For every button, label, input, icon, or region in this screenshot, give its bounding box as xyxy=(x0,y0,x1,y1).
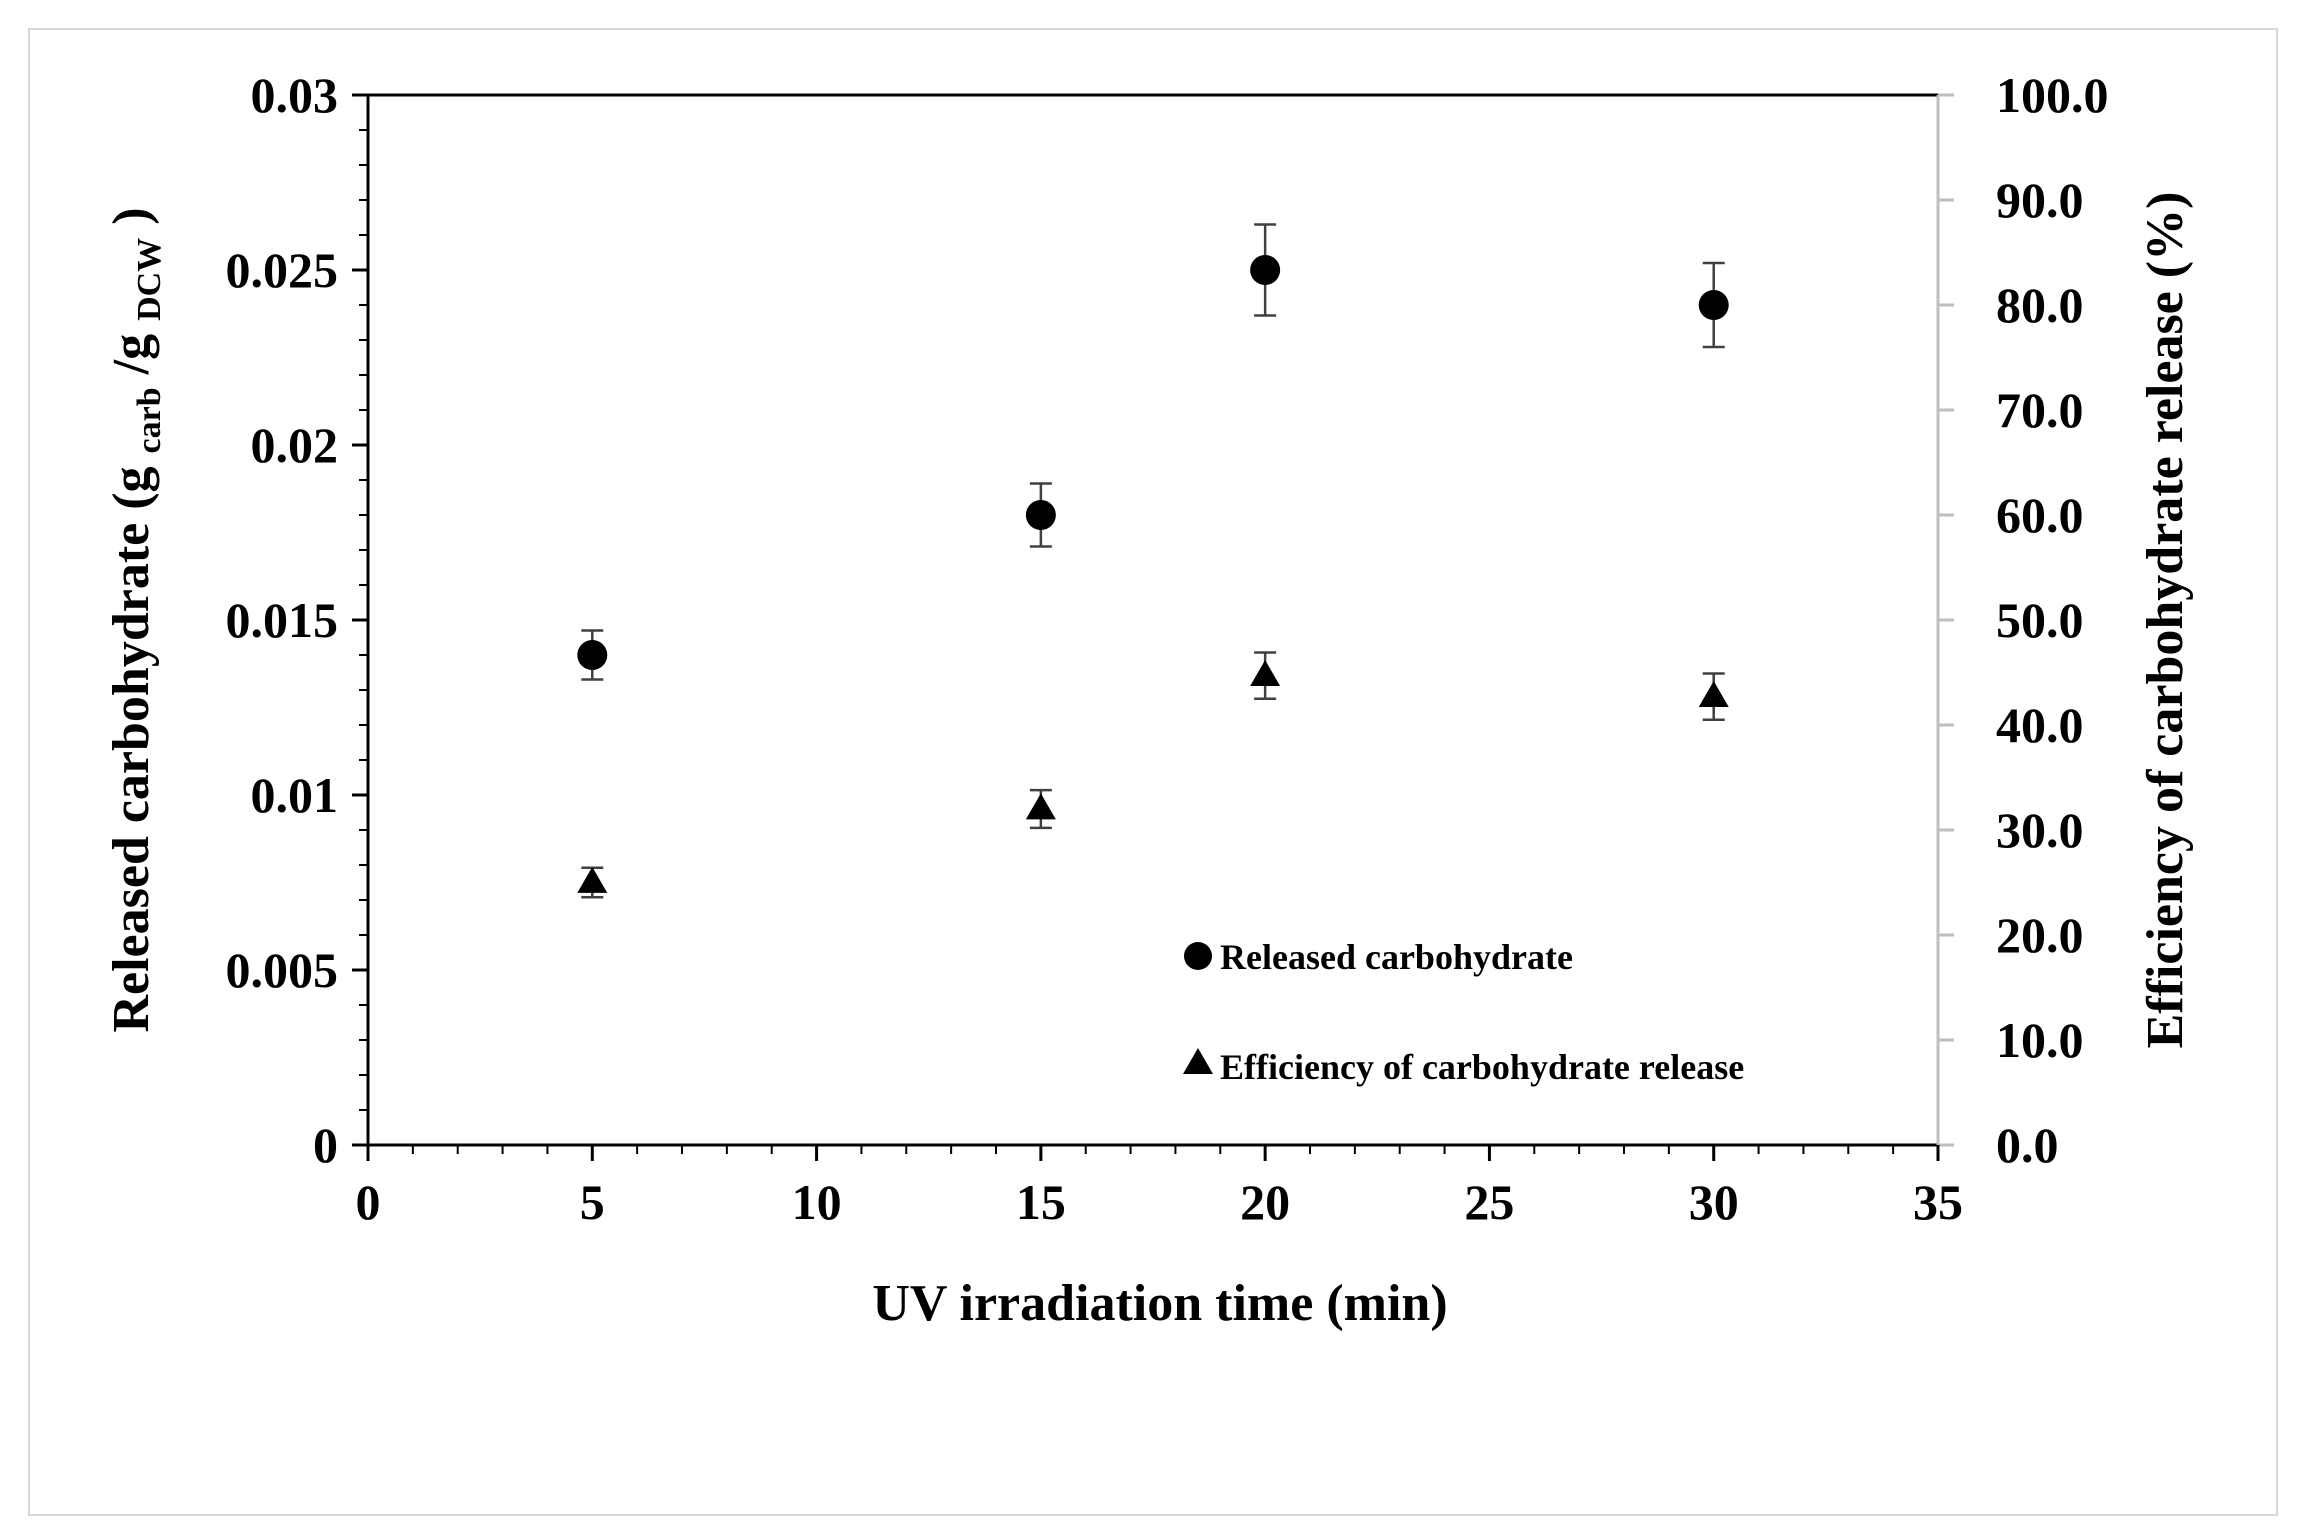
axes xyxy=(352,93,1954,1161)
y-tick-label: 0.025 xyxy=(226,242,339,298)
x-tick-label: 30 xyxy=(1689,1174,1739,1230)
x-axis-title: UV irradiation time (min) xyxy=(872,1275,1447,1332)
legend-circle-marker xyxy=(1184,942,1212,970)
legend-triangle-marker xyxy=(1183,1048,1213,1074)
chart-frame xyxy=(28,28,2278,1516)
y-axis-title-sub2: DCW xyxy=(131,238,168,321)
y2-tick-label: 50.0 xyxy=(1996,592,2084,648)
y-tick-label: 0 xyxy=(313,1117,338,1173)
x-tick-label: 25 xyxy=(1464,1174,1514,1230)
y-tick-label: 0.005 xyxy=(226,942,339,998)
data-point-triangle xyxy=(1698,681,1729,708)
data-point-triangle xyxy=(577,866,608,893)
y2-tick-label: 70.0 xyxy=(1996,382,2084,438)
data-point-triangle xyxy=(1250,660,1281,687)
data-point-circle xyxy=(577,640,608,670)
y2-axis-title: Efficiency of carbohydrate release (%) xyxy=(2137,192,2194,1049)
y-tick-label: 0.015 xyxy=(226,592,339,648)
data-point-circle xyxy=(1025,500,1056,530)
y2-tick-label: 80.0 xyxy=(1996,277,2084,333)
y2-tick-label: 60.0 xyxy=(1996,487,2084,543)
y2-tick-label: 20.0 xyxy=(1996,907,2084,963)
y2-tick-label: 10.0 xyxy=(1996,1012,2084,1068)
y2-tick-label: 0.0 xyxy=(1996,1117,2059,1173)
data-marks xyxy=(577,223,1729,899)
data-point-circle xyxy=(1250,255,1281,285)
y2-tick-label: 90.0 xyxy=(1996,172,2084,228)
x-tick-label: 0 xyxy=(356,1174,381,1230)
x-tick-label: 15 xyxy=(1016,1174,1066,1230)
y-axis-title-sub1: carb xyxy=(131,387,168,453)
tick-labels: 00.0050.010.0150.020.0250.030.010.020.03… xyxy=(226,67,2109,1230)
data-point-circle xyxy=(1698,290,1729,320)
data-point-triangle xyxy=(1025,793,1056,820)
y2-tick-label: 100.0 xyxy=(1996,67,2109,123)
y-axis-title-prefix: Released carbohydrate (g xyxy=(103,466,160,1032)
x-tick-label: 20 xyxy=(1240,1174,1290,1230)
x-tick-label: 35 xyxy=(1913,1174,1963,1230)
y2-tick-label: 30.0 xyxy=(1996,802,2084,858)
y-axis-title: Released carbohydrate (g carb /g DCW ) xyxy=(103,207,172,1032)
y-tick-label: 0.01 xyxy=(251,767,339,823)
legend-label-released: Released carbohydrate xyxy=(1220,937,1573,977)
x-tick-label: 10 xyxy=(792,1174,842,1230)
y-axis-title-mid: /g xyxy=(103,334,160,375)
y-tick-label: 0.02 xyxy=(251,417,339,473)
x-tick-label: 5 xyxy=(580,1174,605,1230)
y-tick-label: 0.03 xyxy=(251,67,339,123)
y-axis-title-suffix: ) xyxy=(103,207,160,224)
legend: Released carbohydrate Efficiency of carb… xyxy=(1183,937,1744,1087)
y2-tick-label: 40.0 xyxy=(1996,697,2084,753)
legend-label-efficiency: Efficiency of carbohydrate release xyxy=(1220,1047,1744,1087)
